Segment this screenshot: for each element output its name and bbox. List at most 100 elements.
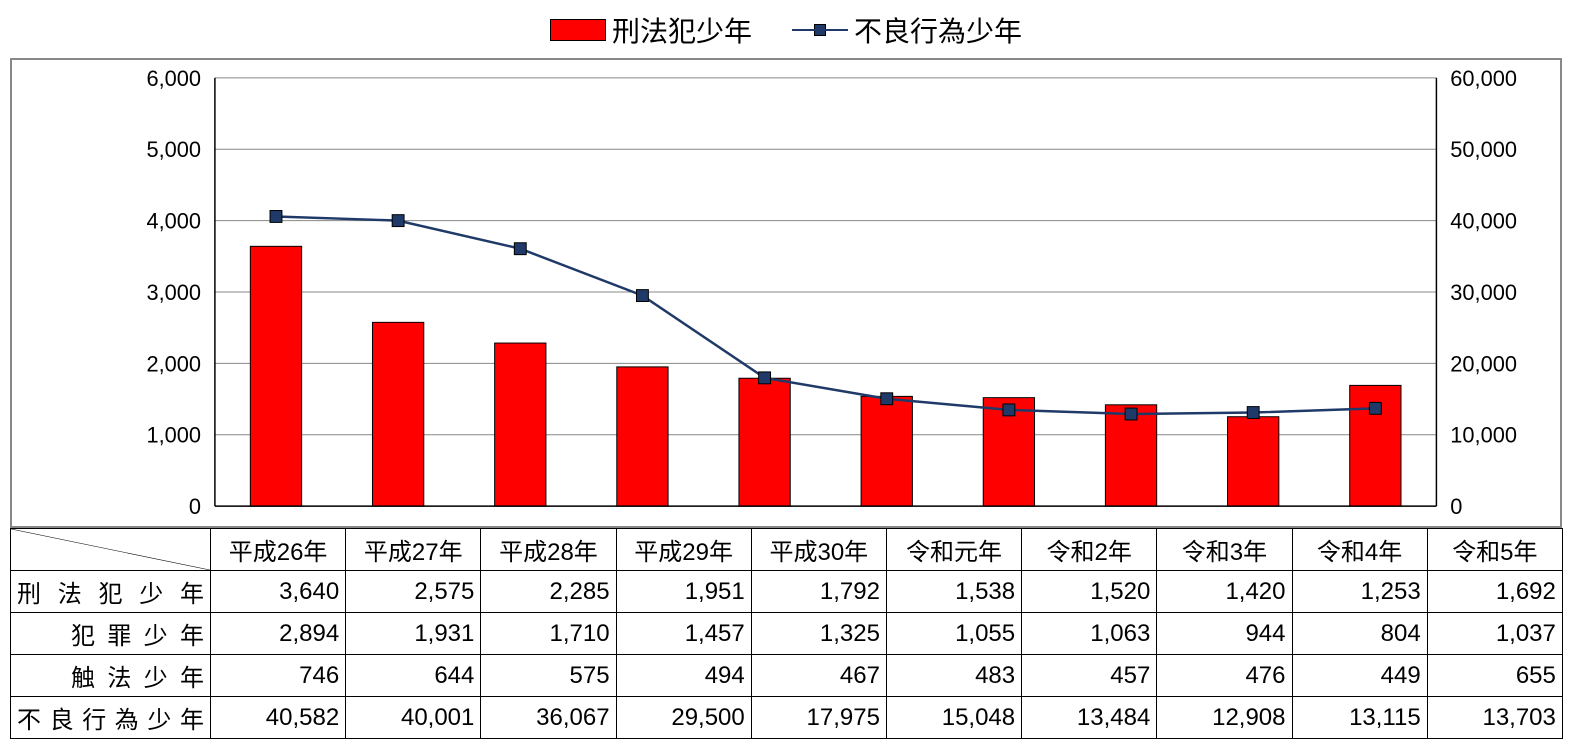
table-cell: 644 — [346, 655, 481, 697]
y-left-tick-label: 6,000 — [146, 66, 201, 91]
table-cell: 944 — [1157, 613, 1292, 655]
y-right-tick-label: 60,000 — [1450, 66, 1517, 91]
table-column-header: 平成26年 — [211, 529, 346, 571]
table-column-header: 平成30年 — [751, 529, 886, 571]
table-cell: 1,538 — [886, 571, 1021, 613]
table-cell: 467 — [751, 655, 886, 697]
y-right-tick-label: 0 — [1450, 494, 1462, 519]
table-column-header: 令和4年 — [1292, 529, 1427, 571]
data-table: 平成26年平成27年平成28年平成29年平成30年令和元年令和2年令和3年令和4… — [10, 528, 1563, 739]
y-left-tick-label: 0 — [189, 494, 201, 519]
line-marker — [514, 243, 526, 255]
table-column-header: 令和5年 — [1427, 529, 1562, 571]
legend-bar-swatch — [550, 19, 606, 41]
y-left-tick-label: 2,000 — [146, 351, 201, 376]
bar — [861, 396, 912, 506]
bar — [1228, 417, 1279, 506]
table-cell: 17,975 — [751, 697, 886, 739]
table-cell: 13,115 — [1292, 697, 1427, 739]
chart-and-table-container: 刑法犯少年 不良行為少年 0 1,000 2,000 3,000 4,000 5,000 6… — [10, 10, 1562, 739]
table-cell: 1,063 — [1022, 613, 1157, 655]
table-cell: 655 — [1427, 655, 1562, 697]
table-row: 犯罪少年2,8941,9311,7101,4571,3251,0551,0639… — [11, 613, 1563, 655]
table-cell: 1,420 — [1157, 571, 1292, 613]
line-marker — [1125, 408, 1137, 420]
table-row: 刑法犯少年3,6402,5752,2851,9511,7921,5381,520… — [11, 571, 1563, 613]
table-row: 触法少年746644575494467483457476449655 — [11, 655, 1563, 697]
bar — [739, 378, 790, 506]
table-cell: 12,908 — [1157, 697, 1292, 739]
table-cell: 3,640 — [211, 571, 346, 613]
table-cell: 483 — [886, 655, 1021, 697]
table-cell: 1,325 — [751, 613, 886, 655]
table-cell: 1,055 — [886, 613, 1021, 655]
chart-legend: 刑法犯少年 不良行為少年 — [10, 10, 1562, 50]
legend-line-label: 不良行為少年 — [854, 10, 1022, 50]
table-cell: 1,520 — [1022, 571, 1157, 613]
table-cell: 1,253 — [1292, 571, 1427, 613]
legend-item-line: 不良行為少年 — [792, 10, 1022, 50]
table-row-label: 刑法犯少年 — [11, 571, 211, 613]
line-marker — [392, 215, 404, 227]
table-cell: 2,575 — [346, 571, 481, 613]
table-cell: 746 — [211, 655, 346, 697]
table-row: 不良行為少年40,58240,00136,06729,50017,97515,0… — [11, 697, 1563, 739]
table-cell: 2,894 — [211, 613, 346, 655]
table-column-header: 平成27年 — [346, 529, 481, 571]
table-column-header: 平成29年 — [616, 529, 751, 571]
line-marker — [1247, 407, 1259, 419]
y-right-tick-label: 20,000 — [1450, 351, 1517, 376]
bar — [495, 343, 546, 506]
bar — [372, 322, 423, 506]
legend-item-bar: 刑法犯少年 — [550, 10, 752, 50]
table-cell: 1,692 — [1427, 571, 1562, 613]
table-cell: 494 — [616, 655, 751, 697]
table-header-row: 平成26年平成27年平成28年平成29年平成30年令和元年令和2年令和3年令和4… — [11, 529, 1563, 571]
table-column-header: 令和3年 — [1157, 529, 1292, 571]
table-cell: 29,500 — [616, 697, 751, 739]
table-row-label: 不良行為少年 — [11, 697, 211, 739]
table-cell: 2,285 — [481, 571, 616, 613]
table-cell: 1,792 — [751, 571, 886, 613]
line-marker — [881, 393, 893, 405]
line-marker — [759, 372, 771, 384]
y-right-tick-label: 30,000 — [1450, 280, 1517, 305]
line-marker — [1003, 404, 1015, 416]
table-cell: 15,048 — [886, 697, 1021, 739]
bar — [617, 367, 668, 506]
table-cell: 575 — [481, 655, 616, 697]
bar — [250, 246, 301, 506]
line-marker — [1369, 402, 1381, 414]
legend-bar-label: 刑法犯少年 — [612, 10, 752, 50]
table-cell: 1,951 — [616, 571, 751, 613]
chart-area: 0 1,000 2,000 3,000 4,000 5,000 6,000 0 10,000 20… — [10, 58, 1562, 528]
table-cell: 1,931 — [346, 613, 481, 655]
table-row-label: 触法少年 — [11, 655, 211, 697]
table-column-header: 平成28年 — [481, 529, 616, 571]
table-cell: 476 — [1157, 655, 1292, 697]
table-cell: 457 — [1022, 655, 1157, 697]
y-right-tick-label: 40,000 — [1450, 209, 1517, 234]
table-column-header: 令和元年 — [886, 529, 1021, 571]
legend-line-swatch — [792, 19, 848, 41]
y-left-tick-label: 4,000 — [146, 209, 201, 234]
y-left-tick-label: 5,000 — [146, 137, 201, 162]
table-cell: 449 — [1292, 655, 1427, 697]
table-cell: 1,710 — [481, 613, 616, 655]
table-cell: 13,484 — [1022, 697, 1157, 739]
y-right-tick-label: 10,000 — [1450, 423, 1517, 448]
line-marker — [636, 290, 648, 302]
y-left-tick-label: 1,000 — [146, 423, 201, 448]
table-cell: 1,037 — [1427, 613, 1562, 655]
chart-svg: 0 1,000 2,000 3,000 4,000 5,000 6,000 0 10,000 20… — [12, 60, 1560, 526]
table-corner-cell — [11, 529, 211, 571]
table-cell: 36,067 — [481, 697, 616, 739]
table-cell: 1,457 — [616, 613, 751, 655]
table-cell: 40,001 — [346, 697, 481, 739]
y-left-tick-label: 3,000 — [146, 280, 201, 305]
line-marker — [270, 211, 282, 223]
table-row-label: 犯罪少年 — [11, 613, 211, 655]
table-column-header: 令和2年 — [1022, 529, 1157, 571]
table-cell: 804 — [1292, 613, 1427, 655]
table-cell: 13,703 — [1427, 697, 1562, 739]
